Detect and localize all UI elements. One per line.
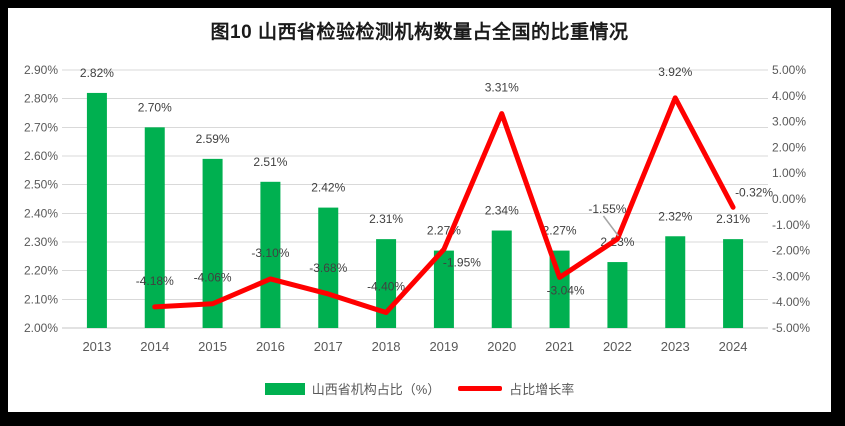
bar-2014 bbox=[144, 127, 165, 328]
right-axis-tick: -5.00% bbox=[772, 321, 810, 335]
right-axis-tick: 1.00% bbox=[772, 166, 806, 180]
right-axis-tick: -1.00% bbox=[772, 218, 810, 232]
legend-bar-label: 山西省机构占比（%） bbox=[311, 382, 441, 397]
right-axis-tick: -4.00% bbox=[772, 295, 810, 309]
right-axis-tick: 3.00% bbox=[772, 115, 806, 129]
right-axis-tick: 4.00% bbox=[772, 89, 806, 103]
left-axis-tick: 2.40% bbox=[24, 206, 58, 220]
bar-label-2015: 2.59% bbox=[196, 132, 230, 146]
left-axis-tick: 2.00% bbox=[24, 321, 58, 335]
right-axis-tick: 0.00% bbox=[772, 192, 806, 206]
bar-label-2021: 2.27% bbox=[543, 224, 577, 238]
left-axis-tick: 2.20% bbox=[24, 264, 58, 278]
bar-label-2024: 2.31% bbox=[716, 212, 750, 226]
left-axis-tick: 2.70% bbox=[24, 120, 58, 134]
bar-2023 bbox=[665, 236, 686, 328]
bar-2020 bbox=[491, 230, 512, 328]
chart-title: 图10 山西省检验检测机构数量占全国的比重情况 bbox=[210, 22, 629, 43]
line-label-2014: -4.18% bbox=[136, 274, 174, 288]
chart-plot: 2.90% 2.80% 2.70% 2.60% 2.50% 2.40% 2.30% 2.20%… bbox=[24, 63, 810, 354]
x-axis-label-2015: 2015 bbox=[198, 339, 227, 354]
left-axis-tick: 2.60% bbox=[24, 149, 58, 163]
x-axis-label-2024: 2024 bbox=[719, 339, 748, 354]
line-label-2017: -3.68% bbox=[309, 261, 347, 275]
bar-label-2023: 2.32% bbox=[658, 209, 692, 223]
x-axis-label-2016: 2016 bbox=[256, 339, 285, 354]
legend-line-swatch-icon bbox=[458, 386, 503, 391]
line-label-2018: -4.40% bbox=[367, 280, 405, 294]
x-axis-label-2022: 2022 bbox=[603, 339, 632, 354]
x-axis-label-2021: 2021 bbox=[545, 339, 574, 354]
right-axis-tick: 5.00% bbox=[772, 63, 806, 77]
left-axis-tick: 2.50% bbox=[24, 178, 58, 192]
x-axis-label-2018: 2018 bbox=[372, 339, 401, 354]
legend-line-label: 占比增长率 bbox=[509, 382, 575, 397]
line-label-2022: -1.55% bbox=[588, 202, 626, 216]
x-axis-label-2017: 2017 bbox=[314, 339, 343, 354]
bar-label-2014: 2.70% bbox=[138, 100, 172, 114]
label-leader-line bbox=[602, 215, 620, 237]
legend-bar-swatch-icon bbox=[264, 382, 305, 395]
line-label-2020: 3.31% bbox=[485, 81, 519, 95]
x-axis-label-2013: 2013 bbox=[82, 339, 111, 354]
bar-2022 bbox=[607, 262, 628, 328]
right-axis-tick: -2.00% bbox=[772, 244, 810, 258]
line-label-2016: -3.10% bbox=[251, 246, 289, 260]
line-label-2023: 3.92% bbox=[658, 65, 692, 79]
left-axis-tick: 2.30% bbox=[24, 235, 58, 249]
line-label-2024: -0.32% bbox=[735, 185, 773, 199]
bar-2024 bbox=[723, 239, 744, 328]
bar-2013 bbox=[86, 92, 107, 328]
bar-label-2016: 2.51% bbox=[253, 155, 287, 169]
bar-label-2018: 2.31% bbox=[369, 212, 403, 226]
line-label-2015: -4.06% bbox=[194, 271, 232, 285]
x-axis-label-2019: 2019 bbox=[429, 339, 458, 354]
bar-label-2020: 2.34% bbox=[485, 204, 519, 218]
x-axis-label-2020: 2020 bbox=[487, 339, 516, 354]
left-axis-tick: 2.80% bbox=[24, 92, 58, 106]
growth-rate-line bbox=[152, 95, 736, 316]
legend: 山西省机构占比（%） 占比增长率 bbox=[8, 379, 831, 398]
left-axis-tick: 2.90% bbox=[24, 63, 58, 77]
line-label-2019: -1.95% bbox=[443, 255, 481, 269]
bar-2019 bbox=[433, 250, 454, 328]
x-axis-label-2014: 2014 bbox=[140, 339, 169, 354]
chart-canvas: 2.90% 2.80% 2.70% 2.60% 2.50% 2.40% 2.30% 2.20%… bbox=[8, 8, 831, 412]
left-axis-tick: 2.10% bbox=[24, 292, 58, 306]
line-label-2021: -3.04% bbox=[547, 283, 585, 297]
bar-2016 bbox=[260, 181, 281, 328]
right-axis-tick: 2.00% bbox=[772, 140, 806, 154]
x-axis-label-2023: 2023 bbox=[661, 339, 690, 354]
bar-2015 bbox=[202, 158, 223, 328]
bar-label-2017: 2.42% bbox=[311, 181, 345, 195]
bar-label-2013: 2.82% bbox=[80, 66, 114, 80]
right-axis-tick: -3.00% bbox=[772, 269, 810, 283]
